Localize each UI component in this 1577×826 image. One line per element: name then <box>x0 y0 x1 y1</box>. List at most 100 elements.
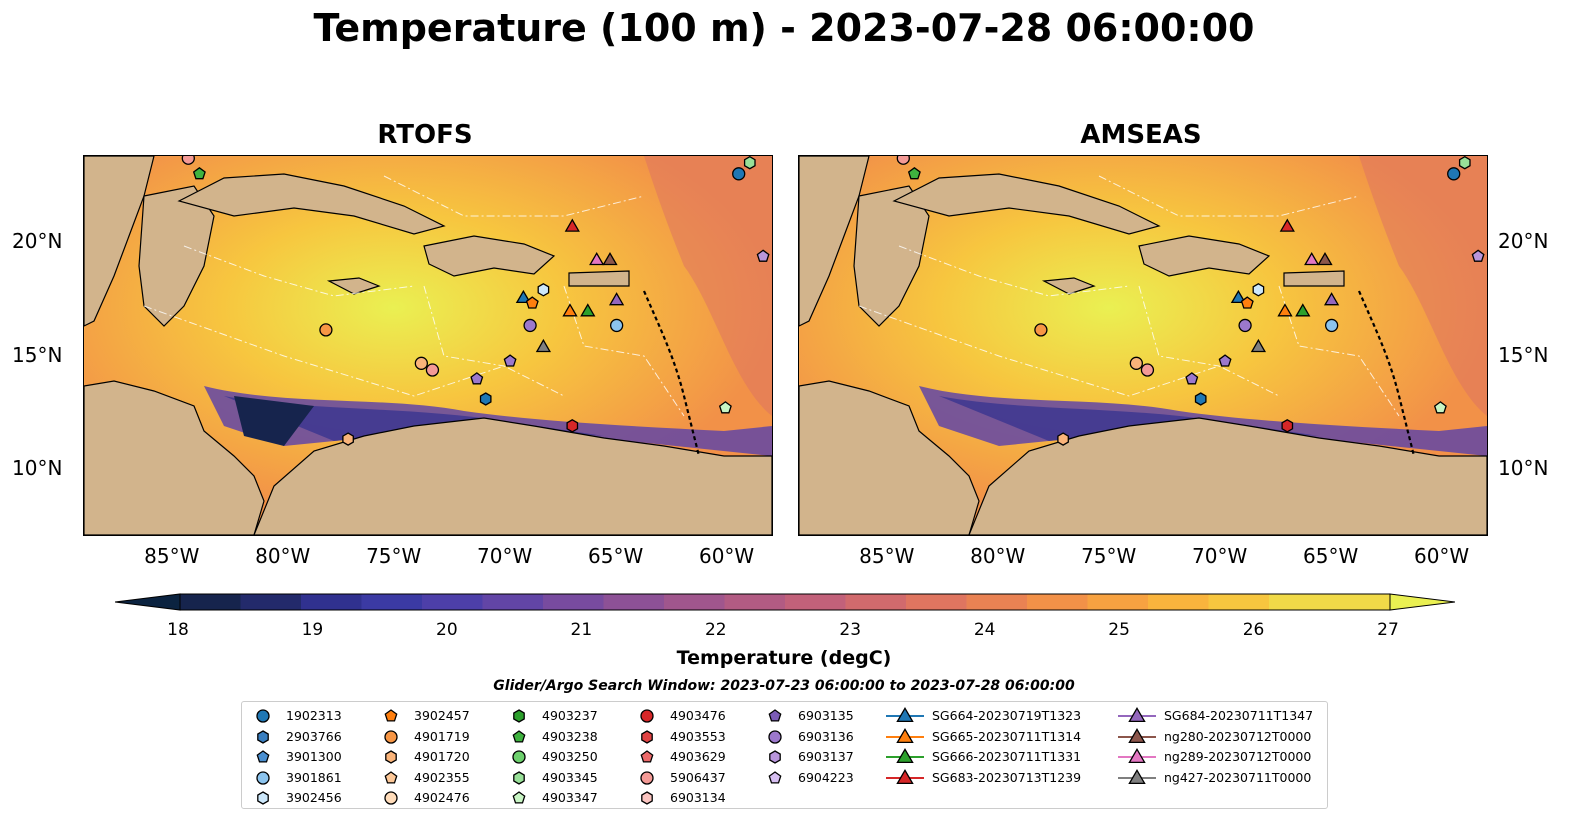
obs-marker-20 <box>1277 303 1293 317</box>
obs-marker-2 <box>192 166 206 180</box>
lon-label-0-0: 85°W <box>144 544 200 568</box>
obs-marker-16 <box>537 283 550 297</box>
lat-label-15n-left: 15°N <box>12 343 63 367</box>
legend-label: 4903629 <box>670 749 726 764</box>
colorbar-bin-12 <box>845 594 907 610</box>
lon-label-0-2: 75°W <box>366 544 422 568</box>
colorbar-bin-18 <box>1208 594 1270 610</box>
map-amseas <box>798 155 1488 536</box>
obs-marker-0 <box>1447 167 1461 181</box>
colorbar-tick-18: 18 <box>167 620 189 640</box>
obs-marker-2 <box>907 166 921 180</box>
legend-label: 4903237 <box>542 708 598 723</box>
legend-label: 5906437 <box>670 769 726 785</box>
obs-marker-3 <box>896 156 910 165</box>
obs-marker-16 <box>1252 283 1265 297</box>
colorbar-tick-27: 27 <box>1377 620 1399 640</box>
colorbar-tick-24: 24 <box>973 620 996 640</box>
colorbar-tick-26: 26 <box>1242 620 1265 640</box>
legend-triangle <box>896 707 914 723</box>
legend-symbol <box>512 729 526 743</box>
obs-marker-15 <box>609 318 624 333</box>
obs-marker-22 <box>589 252 605 266</box>
legend-triangle <box>896 748 914 764</box>
colorbar-bin-5 <box>422 594 483 610</box>
legend-marker <box>256 770 270 785</box>
legend-triangle <box>1128 727 1146 743</box>
land-3 <box>253 417 772 535</box>
legend-marker <box>640 770 654 785</box>
legend-triangle <box>1128 768 1146 784</box>
lat-label-10n-left: 10°N <box>12 456 63 480</box>
obs-marker-24 <box>608 292 625 306</box>
legend-label: ng289-20230712T0000 <box>1164 749 1312 764</box>
legend-label: 4902355 <box>414 769 470 785</box>
obs-marker-14 <box>1238 318 1252 333</box>
land-6 <box>1041 277 1096 295</box>
land-0 <box>84 156 155 327</box>
legend-label: 6903135 <box>798 708 854 723</box>
legend-marker <box>769 750 781 764</box>
legend-symbol <box>641 791 653 805</box>
legend-symbol <box>257 791 269 805</box>
legend-label: 6904223 <box>798 769 854 785</box>
legend-label: 3901300 <box>286 749 342 764</box>
legend-symbol <box>768 729 782 744</box>
legend-marker <box>886 707 924 723</box>
legend-label: SG683-20230713T1239 <box>932 769 1082 785</box>
legend-symbol <box>384 770 398 784</box>
legend-marker <box>1118 768 1156 784</box>
obs-marker-5 <box>319 323 333 337</box>
obs-marker-10 <box>1194 392 1207 406</box>
obs-marker-12 <box>1281 419 1294 433</box>
legend-triangle <box>896 727 914 743</box>
legend-label: ng280-20230712T0000 <box>1164 728 1312 744</box>
colorbar-bin-10 <box>724 594 786 610</box>
legend-marker <box>1118 707 1156 723</box>
lat-label-20n-right: 20°N <box>1498 229 1549 253</box>
obs-marker-17 <box>1230 289 1247 304</box>
legend-marker <box>257 791 269 805</box>
obs-marker-8 <box>470 372 484 385</box>
legend-label: 3902456 <box>286 790 342 805</box>
colorbar-bin-13 <box>906 594 967 610</box>
map-rtofs <box>83 155 773 536</box>
panel-title-amseas: AMSEAS <box>1080 120 1202 150</box>
colorbar-bin-11 <box>785 594 846 610</box>
colorbar-tick-19: 19 <box>301 620 324 640</box>
legend-marker <box>640 750 654 763</box>
colorbar-bin-19 <box>1269 594 1330 610</box>
colorbar-bin-1 <box>180 594 241 610</box>
colorbar-tick-23: 23 <box>839 620 862 640</box>
obs-marker-19 <box>564 218 580 232</box>
obs-marker-1 <box>1458 156 1471 170</box>
legend-label: 4901720 <box>414 749 470 764</box>
legend-label: 4901719 <box>414 728 470 744</box>
lon-label-0-5: 60°W <box>698 544 755 568</box>
legend-marker <box>768 770 782 784</box>
colorbar-bin-8 <box>603 594 665 610</box>
lon-label-1-5: 60°W <box>1413 544 1470 568</box>
legend-symbol <box>641 729 653 744</box>
legend-marker <box>257 729 269 744</box>
legend-marker <box>512 750 526 764</box>
lon-label-1-3: 70°W <box>1192 544 1248 568</box>
legend-symbol <box>257 729 269 744</box>
legend-label: 4903476 <box>670 708 726 723</box>
colorbar-max-arrow <box>1389 593 1455 611</box>
colorbar-tick-22: 22 <box>704 620 727 640</box>
obs-marker-25 <box>1250 338 1267 353</box>
legend-label: 4902476 <box>414 790 470 805</box>
lon-label-0-1: 80°W <box>255 544 311 568</box>
legend-marker <box>256 750 270 763</box>
colorbar <box>115 593 1455 611</box>
panel-title-rtofs: RTOFS <box>377 120 473 150</box>
legend-symbol <box>768 770 782 784</box>
legend-marker <box>768 729 782 744</box>
legend: 1902313 2903766 3901300 3901861 3902456 39024… <box>241 701 1328 809</box>
legend-label: 4903250 <box>542 749 598 764</box>
obs-marker-21 <box>580 303 596 317</box>
main-title: Temperature (100 m) - 2023-07-28 06:00:0… <box>313 6 1255 50</box>
obs-marker-9 <box>503 354 517 367</box>
colorbar-bin-4 <box>361 594 423 610</box>
